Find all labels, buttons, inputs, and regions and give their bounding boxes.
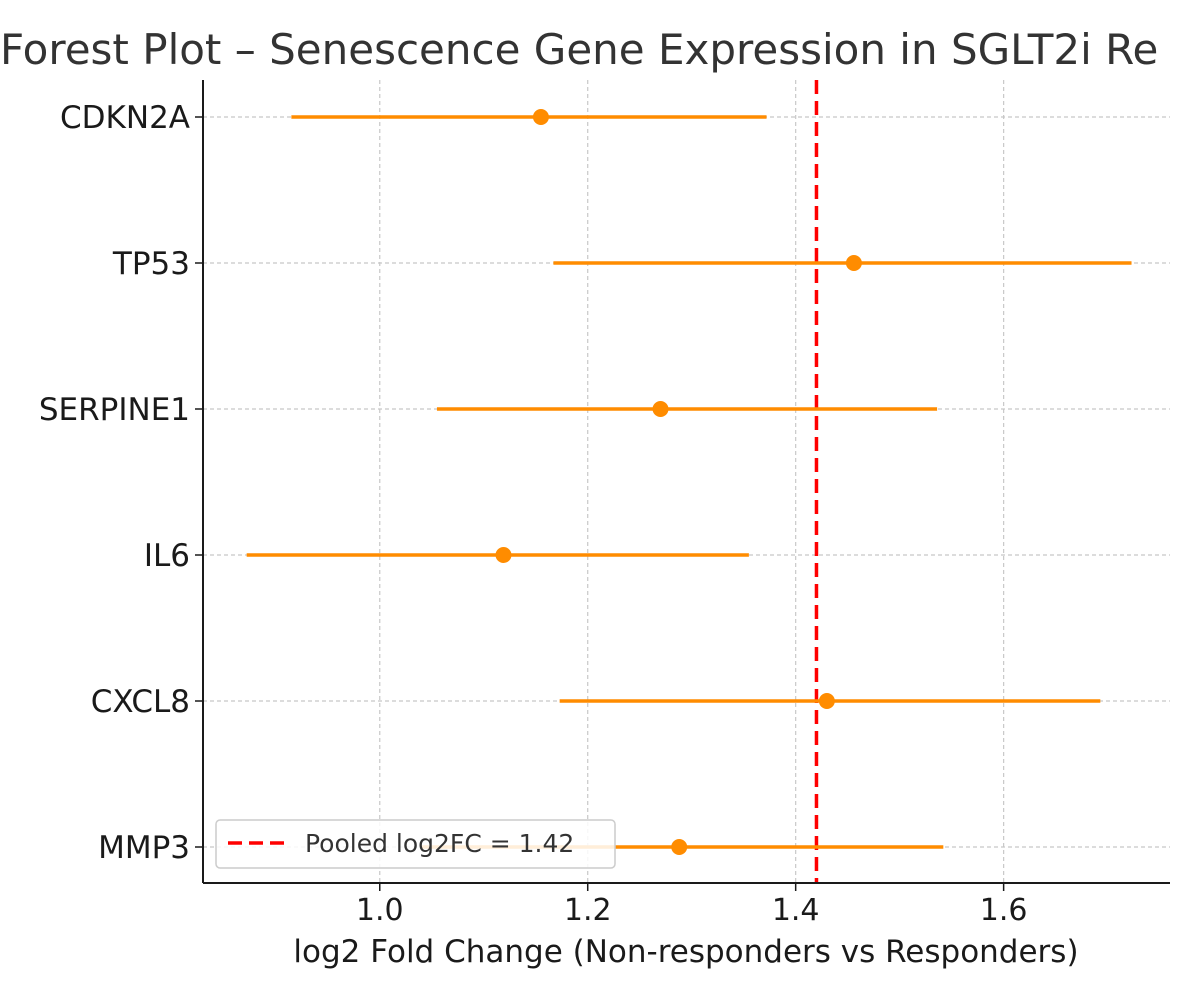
y-tick-label-mmp3: MMP3 [98,830,190,866]
chart-title: Forest Plot – Senescence Gene Expression… [0,25,1158,74]
point-estimate-il6 [495,547,512,563]
y-tick-label-cdkn2a: CDKN2A [60,100,190,136]
legend: Pooled log2FC = 1.42 [215,819,616,869]
legend-pooled-label: Pooled log2FC = 1.42 [305,829,574,858]
point-estimate-tp53 [845,255,862,271]
legend-box [215,819,616,869]
point-estimate-cdkn2a [532,109,549,125]
y-tick-label-tp53: TP53 [112,246,190,282]
x-tick-label: 1.6 [980,893,1028,928]
grid-lines [203,80,1170,883]
point-estimate-serpine1 [652,401,669,417]
y-tick-label-serpine1: SERPINE1 [39,392,190,428]
point-estimate-mmp3 [671,839,688,855]
x-tick-label: 1.0 [356,893,404,928]
point-estimate-cxcl8 [818,693,835,709]
axes: 1.0 1.2 1.4 1.6 CDKN2A TP53 SERPINE1 IL6 CXCL8 MM… [39,80,1170,928]
x-tick-label: 1.4 [772,893,820,928]
y-tick-label-il6: IL6 [144,538,190,574]
x-axis-label: log2 Fold Change (Non-responders vs Resp… [293,934,1078,970]
y-tick-label-cxcl8: CXCL8 [91,684,190,720]
x-tick-label: 1.2 [564,893,612,928]
